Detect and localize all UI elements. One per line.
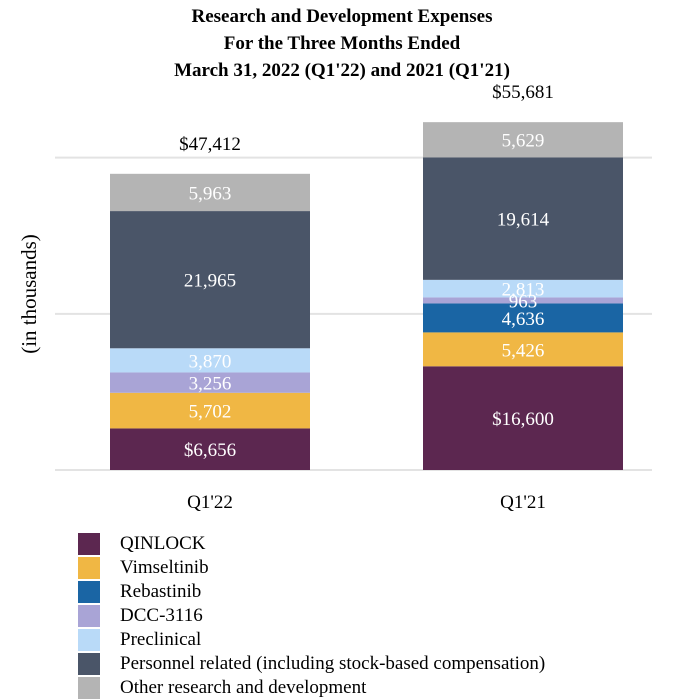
chart-title-line-1: Research and Development Expenses [191, 6, 492, 27]
bar-segment-other-q1-22 [110, 173, 310, 212]
bar-segment-dcc-3116-q1-21 [423, 297, 623, 304]
x-tick-label: Q1'21 [500, 492, 546, 513]
bar-stacks [110, 122, 623, 470]
bar-segment-vimseltinib-q1-22 [110, 392, 310, 429]
bar-segment-vimseltinib-q1-21 [423, 332, 623, 367]
bar-segment-qinlock-q1-21 [423, 366, 623, 470]
legend-swatch [78, 557, 100, 579]
legend-label: Other research and development [120, 677, 367, 698]
bar-segment-personnel-q1-21 [423, 157, 623, 280]
chart-title-line-3: March 31, 2022 (Q1'22) and 2021 (Q1'21) [174, 60, 510, 81]
legend-item: DCC-3116 [78, 604, 545, 628]
bar-value-label: 19,614 [497, 210, 550, 231]
legend-swatch [78, 605, 100, 627]
chart-legend: QINLOCK Vimseltinib Rebastinib DCC-3116 Prec… [78, 532, 545, 700]
bar-segment-preclinical-q1-21 [423, 279, 623, 298]
bar-value-label: 5,426 [502, 340, 545, 361]
legend-label: Personnel related (including stock-based… [120, 653, 546, 674]
legend-label: QINLOCK [120, 533, 206, 554]
bar-segment-qinlock-q1-22 [110, 428, 310, 470]
bar-segment-other-q1-21 [423, 122, 623, 158]
bar-segment-rebastinib-q1-21 [423, 303, 623, 333]
bar-value-label: 5,702 [189, 402, 232, 423]
bar-value-label: 2,813 [502, 280, 545, 301]
x-tick-label: Q1'22 [187, 492, 233, 513]
bar-value-label: 3,870 [189, 351, 232, 372]
bar-value-label: $6,656 [184, 440, 236, 461]
bar-total-label: $47,412 [179, 134, 241, 155]
chart-title: Research and Development Expenses For th… [174, 6, 510, 81]
legend-swatch [78, 581, 100, 603]
bar-value-label: 963 [509, 291, 538, 312]
bar-value-label: $16,600 [492, 409, 554, 430]
legend-label: Vimseltinib [120, 557, 209, 578]
bar-segment-preclinical-q1-22 [110, 348, 310, 373]
bar-value-label: 4,636 [502, 309, 545, 330]
bar-value-label: 5,629 [502, 131, 545, 152]
legend-label: Preclinical [120, 629, 202, 650]
legend-item: Personnel related (including stock-based… [78, 652, 545, 676]
chart-title-line-2: For the Three Months Ended [224, 33, 461, 54]
bar-segment-dcc-3116-q1-22 [110, 372, 310, 393]
legend-label: DCC-3116 [120, 605, 203, 626]
bar-value-label: 21,965 [184, 271, 236, 292]
x-tick-labels: Q1'22 Q1'21 [187, 492, 546, 513]
y-axis-label: (in thousands) [17, 234, 41, 354]
legend-label: Rebastinib [120, 581, 202, 602]
legend-item: Vimseltinib [78, 556, 545, 580]
legend-item: Preclinical [78, 628, 545, 652]
legend-item: Rebastinib [78, 580, 545, 604]
bar-total-label: $55,681 [492, 82, 554, 103]
bar-segment-personnel-q1-22 [110, 211, 310, 349]
chart-svg: Research and Development Expenses For th… [17, 6, 652, 513]
legend-item: QINLOCK [78, 532, 545, 556]
legend-item: Other research and development [78, 676, 545, 700]
legend-swatch [78, 533, 100, 555]
legend-swatch [78, 677, 100, 699]
bar-value-label: 3,256 [189, 374, 232, 395]
bar-value-label: 5,963 [189, 183, 232, 204]
legend-swatch [78, 653, 100, 675]
legend-swatch [78, 629, 100, 651]
